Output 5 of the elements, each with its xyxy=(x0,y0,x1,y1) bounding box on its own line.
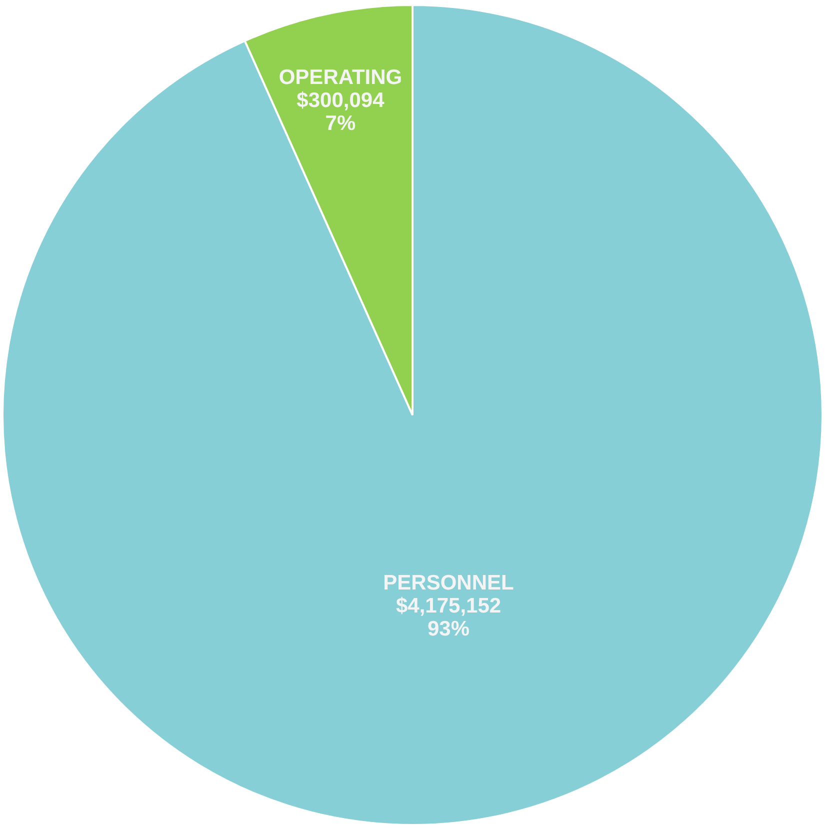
data-label: $300,094 7% xyxy=(296,89,385,136)
slice-label: OPERATING xyxy=(278,66,402,90)
slice-label: PERSONNEL xyxy=(383,571,514,594)
pie-slice xyxy=(2,4,824,826)
data-label: $4,175,152 93% xyxy=(396,594,502,640)
